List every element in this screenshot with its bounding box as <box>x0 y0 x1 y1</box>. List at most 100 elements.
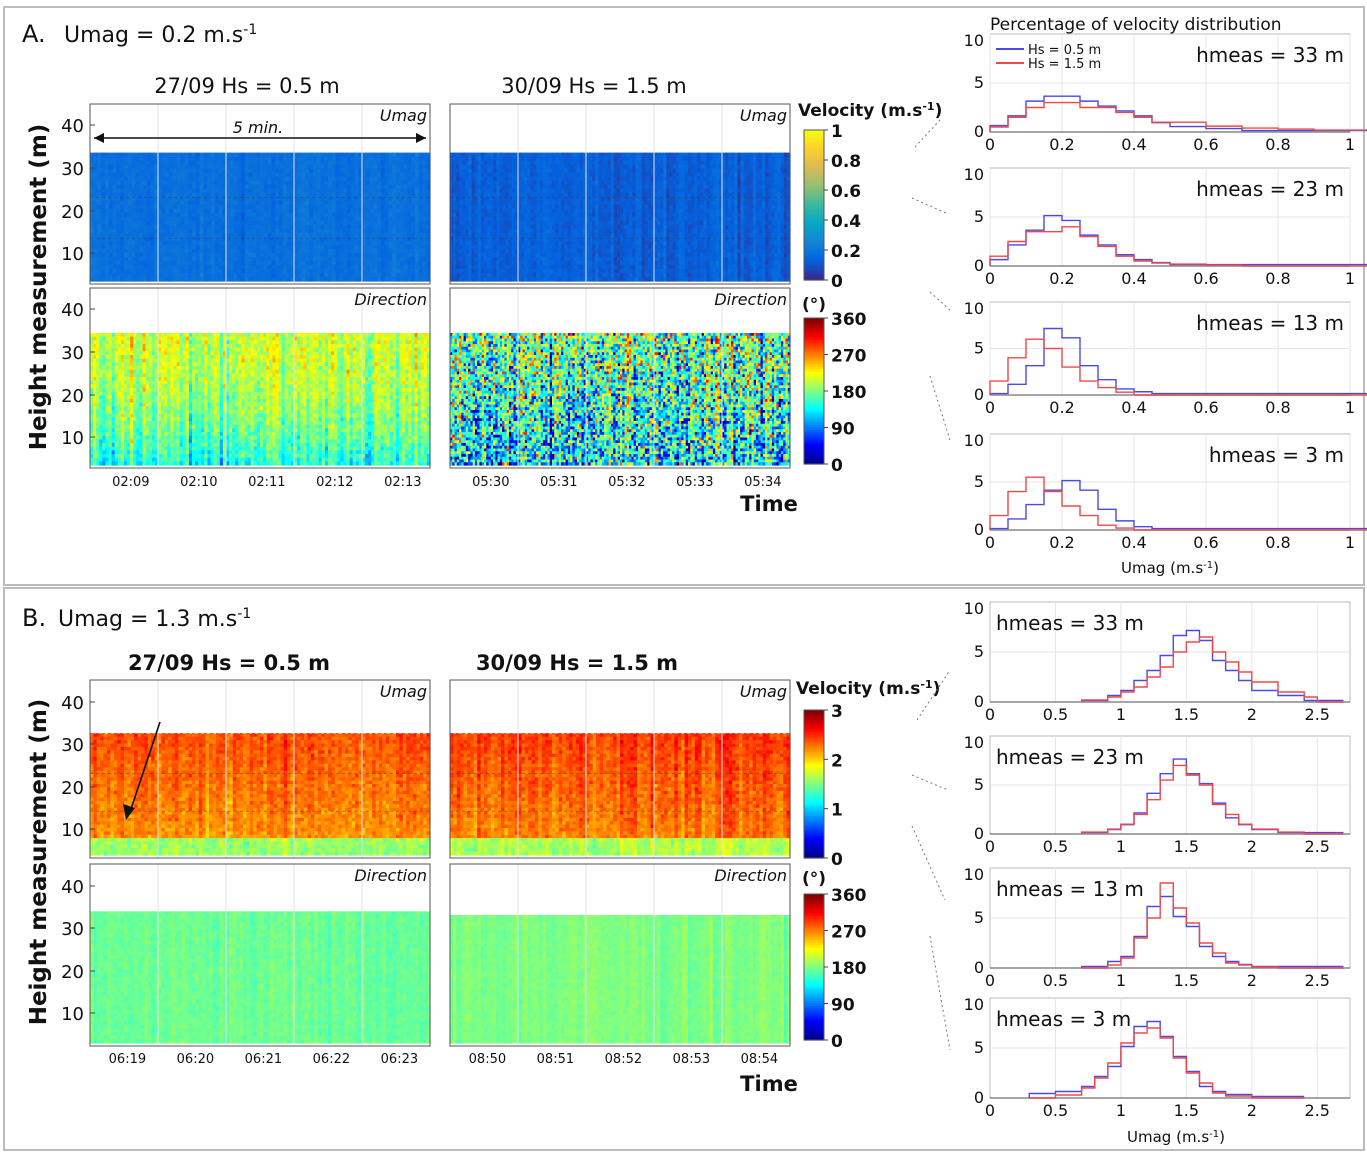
heatmap-cell <box>362 256 367 262</box>
heatmap-cell <box>350 216 356 222</box>
heatmap-cell <box>558 172 562 178</box>
heatmap-cell <box>229 208 235 214</box>
heatmap-cell <box>582 260 587 266</box>
heatmap-cell <box>377 216 382 222</box>
heatmap-cell <box>358 260 363 266</box>
heatmap-cell <box>388 228 393 234</box>
heatmap-cell <box>229 172 235 178</box>
heatmap-cell <box>195 208 201 214</box>
heatmap-cell <box>456 224 460 230</box>
heatmap-cell <box>623 196 627 202</box>
heatmap-cell <box>607 260 612 266</box>
heatmap-cell <box>154 212 159 218</box>
heatmap-cell <box>203 168 208 174</box>
heatmap-cell <box>502 224 507 230</box>
heatmap-cell <box>576 184 581 190</box>
heatmap-cell <box>112 248 118 254</box>
heatmap-cell <box>222 244 227 250</box>
heatmap-cell <box>629 268 633 274</box>
heatmap-cell <box>173 240 178 246</box>
heatmap-cell <box>108 172 114 178</box>
heatmap-cell <box>579 260 584 266</box>
heatmap-cell <box>422 156 427 162</box>
heatmap-cell <box>267 220 272 226</box>
heatmap-cell <box>173 224 178 230</box>
heatmap-cell <box>369 164 374 170</box>
heatmap-cell <box>154 248 159 254</box>
heatmap-cell <box>252 208 257 214</box>
heatmap-cell <box>290 196 295 202</box>
heatmap-cell <box>161 228 167 234</box>
heatmap-cell <box>380 188 386 194</box>
heatmap-cell <box>561 268 565 274</box>
heatmap-cell <box>533 260 538 266</box>
heatmap-cell <box>518 264 522 270</box>
heatmap-cell <box>328 200 333 206</box>
heatmap-cell <box>380 268 386 274</box>
heatmap-cell <box>252 156 257 162</box>
heatmap-cell <box>233 204 238 210</box>
heatmap-cell <box>592 240 596 246</box>
heatmap-cell <box>403 252 408 258</box>
heatmap-cell <box>411 264 416 270</box>
heatmap-cell <box>545 152 550 158</box>
heatmap-cell <box>604 156 609 162</box>
heatmap-cell <box>604 244 609 250</box>
heatmap-cell <box>396 244 401 250</box>
heatmap-cell <box>127 156 133 162</box>
heatmap-cell <box>199 176 204 182</box>
heatmap-cell <box>524 184 528 190</box>
heatmap-cell <box>309 236 314 242</box>
heatmap-cell <box>210 156 216 162</box>
heatmap-cell <box>490 232 494 238</box>
heatmap-cell <box>305 256 310 262</box>
heatmap-cell <box>309 276 314 282</box>
heatmap-cell <box>214 276 220 282</box>
heatmap-cell <box>222 256 227 262</box>
heatmap-cell <box>120 152 125 158</box>
heatmap-cell <box>471 208 476 214</box>
heatmap-cell <box>480 264 485 270</box>
heatmap-cell <box>271 276 276 282</box>
heatmap-cell <box>267 248 272 254</box>
heatmap-cell <box>290 200 295 206</box>
heatmap-cell <box>343 152 348 158</box>
heatmap-cell <box>354 252 359 258</box>
heatmap-cell <box>629 152 633 158</box>
heatmap-cell <box>392 272 397 278</box>
heatmap-cell <box>635 236 640 242</box>
heatmap-cell <box>180 240 186 246</box>
heatmap-cell <box>533 160 538 166</box>
heatmap-cell <box>589 216 593 222</box>
heatmap-cell <box>380 240 386 246</box>
heatmap-cell <box>301 168 306 174</box>
heatmap-cell <box>567 192 572 198</box>
heatmap-cell <box>610 248 615 254</box>
heatmap-cell <box>260 276 265 282</box>
heatmap-cell <box>399 264 405 270</box>
heatmap-cell <box>552 188 556 194</box>
heatmap-cell <box>373 224 378 230</box>
heatmap-cell <box>282 268 288 274</box>
heatmap-cell <box>229 272 235 278</box>
heatmap-cell <box>271 188 276 194</box>
heatmap-cell <box>297 252 303 258</box>
heatmap-cell <box>105 240 110 246</box>
heatmap-cell <box>490 168 494 174</box>
heatmap-cell <box>248 244 254 250</box>
heatmap-cell <box>301 260 306 266</box>
heatmap-cell <box>388 172 393 178</box>
heatmap-cell <box>214 188 220 194</box>
heatmap-cell <box>561 240 565 246</box>
heatmap-cell <box>396 200 401 206</box>
heatmap-cell <box>499 200 504 206</box>
heatmap-cell <box>362 164 367 170</box>
heatmap-cell <box>214 152 220 158</box>
heatmap-cell <box>365 276 371 282</box>
heatmap-cell <box>548 176 553 182</box>
heatmap-cell <box>271 248 276 254</box>
heatmap-cell <box>490 176 494 182</box>
heatmap-cell <box>260 232 265 238</box>
heatmap-cell <box>521 252 525 258</box>
heatmap-cell <box>180 244 186 250</box>
